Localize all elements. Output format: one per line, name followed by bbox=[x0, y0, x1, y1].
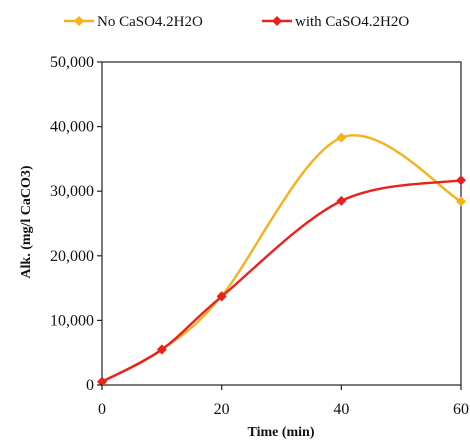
data-point-marker bbox=[456, 196, 466, 207]
y-tick-label: 40,000 bbox=[50, 119, 94, 136]
legend-swatch-marker bbox=[74, 16, 84, 26]
x-axis-ticks: 0 20 40 60 bbox=[98, 385, 469, 418]
y-tick-label: 50,000 bbox=[50, 54, 94, 71]
x-tick-label: 40 bbox=[333, 401, 349, 418]
legend-label: with CaSO4.2H2O bbox=[295, 14, 409, 30]
plot-frame bbox=[101, 61, 462, 386]
legend-label: No CaSO4.2H2O bbox=[97, 14, 203, 30]
y-tick-label: 30,000 bbox=[50, 183, 94, 200]
legend: No CaSO4.2H2O with CaSO4.2H2O bbox=[64, 14, 409, 30]
y-tick-label: 20,000 bbox=[50, 248, 94, 265]
data-point-marker bbox=[456, 175, 466, 186]
data-point-marker bbox=[336, 132, 347, 143]
y-tick-label: 10,000 bbox=[50, 312, 94, 329]
x-tick-label: 20 bbox=[214, 401, 230, 418]
x-tick-label: 60 bbox=[453, 401, 469, 418]
legend-swatch-marker bbox=[272, 16, 282, 26]
data-point-marker bbox=[156, 344, 167, 355]
series-with-caso4 bbox=[97, 175, 466, 387]
series-no-caso4 bbox=[97, 132, 466, 387]
y-tick-label: 0 bbox=[86, 377, 94, 394]
x-tick-label: 0 bbox=[98, 401, 106, 418]
series-line bbox=[101, 179, 462, 383]
data-point-marker bbox=[97, 376, 107, 387]
x-axis-title: Time (min) bbox=[247, 425, 314, 440]
series-line bbox=[101, 134, 462, 383]
data-point-marker bbox=[336, 195, 347, 206]
data-point-marker bbox=[216, 291, 227, 302]
y-axis-ticks: 0 10,000 20,000 30,000 40,000 50,000 bbox=[50, 54, 102, 394]
y-axis-title: Alk. (mg/l CaCO3) bbox=[19, 165, 34, 279]
plot-area bbox=[97, 61, 466, 387]
